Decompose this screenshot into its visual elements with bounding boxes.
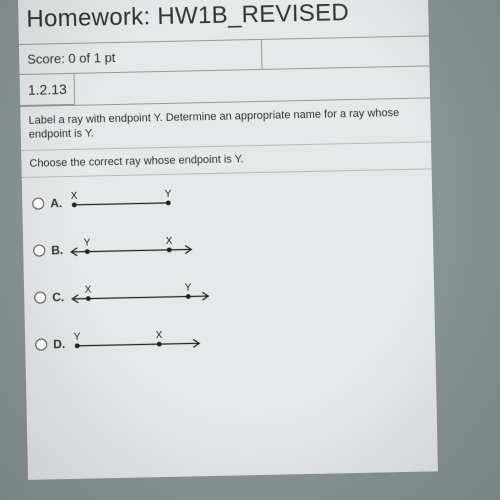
option-letter: B. — [51, 243, 69, 257]
svg-text:X: X — [71, 190, 78, 201]
option-row[interactable]: A. X Y — [32, 183, 422, 216]
question-number: 1.2.13 — [20, 74, 76, 106]
score-text: Score: 0 of 1 pt — [19, 40, 262, 74]
answer-options: A. X Y B. Y X C. X Y D. — [22, 169, 436, 394]
option-letter: A. — [50, 196, 68, 210]
svg-text:X: X — [166, 235, 173, 246]
radio-button[interactable] — [33, 245, 45, 257]
ray-figure: X Y — [70, 282, 210, 305]
ray-figure: Y X — [69, 235, 193, 258]
svg-text:Y: Y — [74, 331, 81, 342]
option-letter: C. — [52, 290, 70, 304]
svg-text:Y: Y — [165, 188, 172, 199]
svg-text:Y: Y — [84, 237, 91, 248]
radio-button[interactable] — [35, 339, 47, 351]
score-empty — [262, 36, 430, 68]
option-figure: Y X — [71, 329, 201, 357]
ray-figure: X Y — [68, 188, 176, 210]
option-figure: X Y — [68, 188, 176, 215]
svg-text:Y: Y — [185, 282, 192, 293]
svg-text:X: X — [156, 330, 163, 341]
radio-button[interactable] — [34, 292, 46, 304]
radio-button[interactable] — [32, 198, 44, 210]
option-row[interactable]: D. Y X — [35, 324, 425, 357]
option-letter: D. — [53, 337, 71, 351]
option-row[interactable]: B. Y X — [33, 230, 423, 263]
ray-figure: Y X — [71, 329, 201, 352]
option-figure: Y X — [69, 235, 193, 263]
worksheet-page: Homework: HW1B_REVISED Score: 0 of 1 pt … — [18, 0, 438, 480]
option-figure: X Y — [70, 282, 210, 310]
option-row[interactable]: C. X Y — [34, 277, 424, 310]
svg-text:X: X — [85, 284, 92, 295]
